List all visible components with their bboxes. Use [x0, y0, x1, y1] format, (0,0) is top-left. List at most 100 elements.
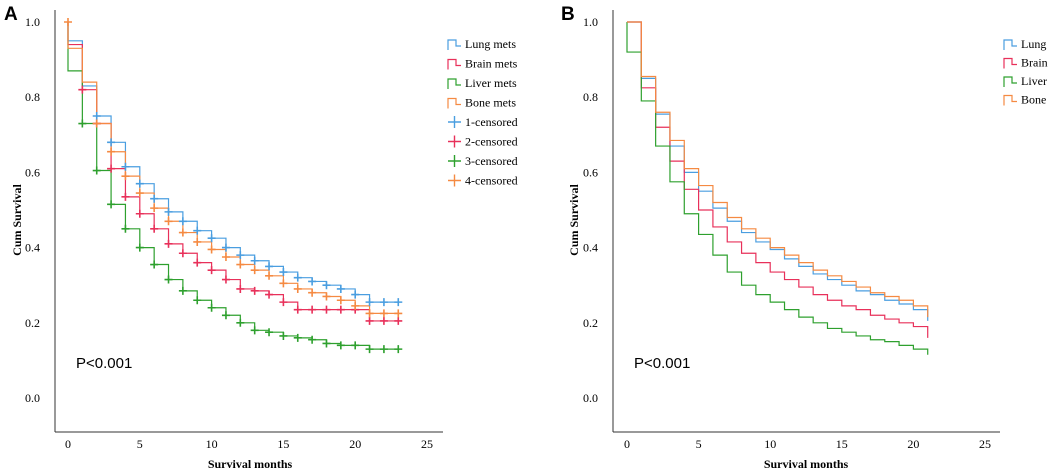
- legend-label: Brain mets: [465, 57, 518, 71]
- curve-bone: [627, 21, 929, 318]
- censor-mark: [221, 275, 230, 284]
- censor-mark: [351, 290, 360, 299]
- censor-mark: [92, 119, 101, 128]
- legend-label: Bone mets: [465, 96, 516, 110]
- censor-mark: [107, 200, 116, 209]
- censor-mark: [336, 284, 345, 293]
- censor-mark: [64, 18, 72, 26]
- censor-mark: [308, 305, 317, 314]
- curve-lung-mets: [67, 22, 399, 303]
- censor-mark: [107, 138, 116, 147]
- legend-item-2-censored: 2-censored: [448, 135, 518, 149]
- censor-mark: [279, 279, 288, 288]
- legend-step-symbol: [1003, 39, 1017, 50]
- y-tick-label: 0.0: [583, 391, 598, 405]
- x-ticks-a: 0 5 10 15 20 25: [65, 437, 433, 451]
- censor-mark: [322, 305, 331, 314]
- censor-mark: [250, 286, 259, 295]
- p-value-annotation-a: P<0.001: [76, 355, 132, 372]
- legend-item-bone-mets: Bone mets: [447, 96, 516, 110]
- censor-mark: [351, 341, 360, 350]
- censor-mark: [250, 326, 259, 335]
- censor-mark: [379, 309, 388, 318]
- censor-mark: [164, 275, 173, 284]
- x-tick-label: 25: [979, 437, 991, 451]
- censor-mark: [279, 298, 288, 307]
- x-tick-label: 15: [277, 437, 289, 451]
- y-tick-label: 0.4: [25, 241, 40, 255]
- legend-item-3-censored: 3-censored: [448, 154, 518, 168]
- censor-mark: [293, 273, 302, 282]
- censor-mark: [193, 258, 202, 267]
- censor-mark: [351, 301, 360, 310]
- censor-mark: [121, 162, 130, 171]
- censor-mark: [121, 192, 130, 201]
- y-axis-title-a: Cum Survival: [10, 184, 24, 256]
- censor-mark: [207, 303, 216, 312]
- censor-mark: [107, 164, 116, 173]
- censor-mark: [279, 268, 288, 277]
- censor-mark: [164, 207, 173, 216]
- legend-label: 1-censored: [465, 115, 518, 129]
- legend-item-lung-mets: Lung mets: [447, 37, 516, 51]
- legend-label: 3-censored: [465, 154, 518, 168]
- censor-mark: [178, 217, 187, 226]
- legend-item-brain-mets: Brain mets: [447, 57, 518, 71]
- x-axis-title-a: Survival months: [208, 457, 293, 471]
- censor-mark: [336, 305, 345, 314]
- legend-step-symbol: [1003, 76, 1017, 87]
- curve-brain: [627, 21, 929, 338]
- censor-mark: [193, 296, 202, 305]
- censor-mark: [394, 309, 403, 318]
- curve-liver: [626, 22, 929, 355]
- censor-mark: [121, 224, 130, 233]
- censor-mark: [78, 119, 87, 128]
- y-tick-label: 0.0: [25, 391, 40, 405]
- legend-label: Liver mets: [465, 76, 517, 90]
- y-tick-label: 0.6: [583, 165, 598, 179]
- censor-mark: [135, 209, 144, 218]
- censor-mark: [265, 262, 274, 271]
- legend-label: Lung mets: [465, 37, 516, 51]
- legend-label: Lung: [1021, 37, 1046, 51]
- censor-mark: [78, 85, 87, 94]
- legend-step-symbol: [1003, 57, 1017, 69]
- censor-mark: [92, 112, 101, 120]
- legend-step-symbol: [1003, 94, 1017, 106]
- panel-label-a: A: [4, 4, 18, 25]
- censor-mark: [293, 284, 302, 293]
- censor-mark: [379, 298, 388, 307]
- censor-mark: [265, 290, 274, 299]
- x-tick-label: 15: [836, 437, 848, 451]
- censor-mark: [135, 179, 144, 188]
- censor-mark: [207, 266, 216, 275]
- censor-mark: [236, 318, 245, 327]
- y-ticks-b: 0.0 0.2 0.4 0.6 0.8 1.0: [583, 15, 598, 405]
- censor-mark: [379, 316, 388, 325]
- censor-mark: [322, 292, 331, 301]
- censor-mark: [221, 243, 230, 252]
- censor-mark: [193, 237, 202, 246]
- legend-step-symbol: [447, 39, 461, 50]
- censor-mark: [308, 288, 317, 297]
- legend-item-lung: Lung: [1003, 37, 1046, 51]
- curve-brain-mets: [67, 22, 399, 322]
- survival-curves-a: [64, 18, 403, 354]
- legend-label: 2-censored: [465, 135, 518, 149]
- censor-mark: [207, 234, 216, 243]
- x-tick-label: 0: [624, 437, 630, 451]
- x-axis-title-b: Survival months: [764, 457, 849, 471]
- x-tick-label: 20: [349, 437, 361, 451]
- censor-mark: [265, 328, 274, 337]
- legend-item-1-censored: 1-censored: [448, 115, 518, 129]
- y-tick-label: 1.0: [25, 15, 40, 29]
- y-tick-label: 0.2: [25, 316, 40, 330]
- censor-mark: [293, 333, 302, 342]
- censor-mark: [365, 298, 374, 307]
- censor-mark: [121, 172, 130, 181]
- censor-mark: [322, 281, 331, 290]
- x-tick-label: 10: [206, 437, 218, 451]
- censor-mark: [394, 316, 403, 325]
- censor-mark: [221, 311, 230, 320]
- legend-item-liver-mets: Liver mets: [447, 76, 517, 90]
